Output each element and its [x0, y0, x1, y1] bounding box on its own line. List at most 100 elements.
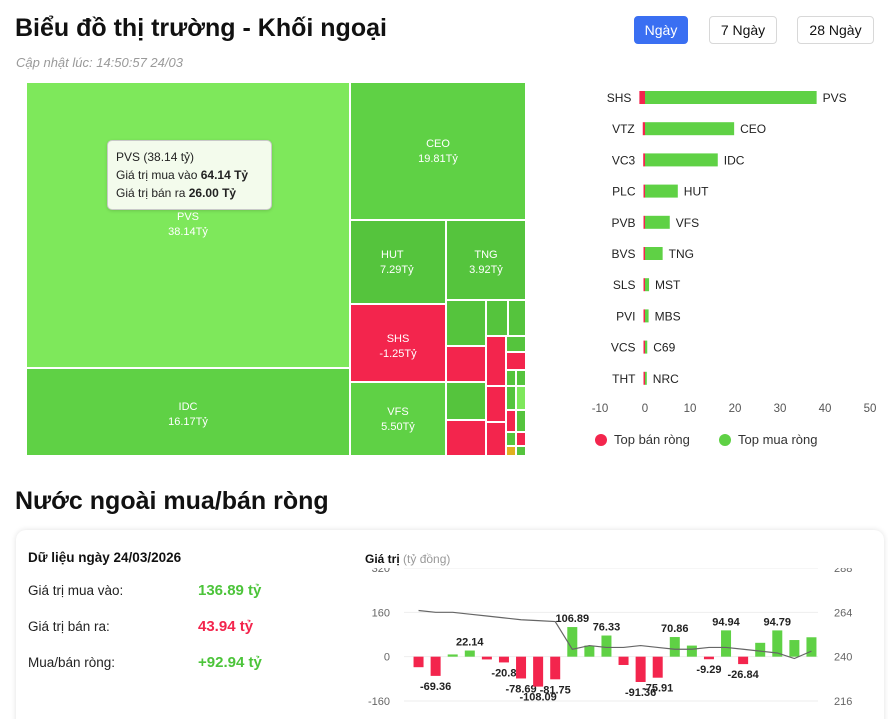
tab-28-days[interactable]: 28 Ngày — [797, 16, 874, 44]
tile-small[interactable] — [506, 386, 516, 410]
tile-idc[interactable]: IDC 16.17Tỷ — [26, 368, 350, 456]
tile-small[interactable] — [506, 432, 516, 446]
tile-hut-value: 7.29Tỷ — [380, 264, 414, 276]
sell-code-label: SHS — [607, 91, 632, 105]
sell-code-label: VC3 — [612, 153, 636, 167]
net-bar — [686, 645, 697, 657]
tile-shs[interactable]: SHS -1.25Tỷ — [350, 304, 446, 382]
tile-pvs[interactable]: PVS 38.14Tỷ — [26, 82, 350, 368]
y-tick-left: 320 — [372, 568, 390, 575]
x-tick-label: -10 — [592, 403, 609, 415]
tile-small[interactable] — [446, 382, 486, 420]
tile-small[interactable] — [516, 432, 526, 446]
net-bar — [806, 637, 817, 657]
y-tick-right: 240 — [834, 652, 852, 664]
tooltip-buy-row: Giá trị mua vào 64.14 Tỷ — [116, 166, 263, 184]
chart-label: Giá trị — [365, 552, 400, 566]
buy-code-label: HUT — [684, 185, 709, 199]
sell-bar — [643, 278, 645, 292]
index-line — [418, 609, 812, 660]
buy-code-label: IDC — [724, 153, 745, 167]
sell-code-label: VCS — [611, 341, 636, 355]
buy-code-label: CEO — [740, 122, 766, 136]
y-tick-right: 264 — [834, 607, 852, 619]
tile-small[interactable] — [446, 346, 486, 382]
sell-bar — [642, 122, 645, 136]
net-bar — [498, 656, 509, 663]
sell-code-label: SLS — [613, 278, 636, 292]
bar-value-label: 94.94 — [712, 616, 740, 628]
section-title: Nước ngoài mua/bán ròng — [15, 487, 329, 515]
tooltip-sell-value: 26.00 Tỷ — [188, 186, 237, 200]
sell-bar — [643, 247, 645, 260]
legend-sell[interactable]: Top bán ròng — [595, 432, 690, 447]
x-tick-label: 20 — [729, 403, 742, 415]
tile-small[interactable] — [508, 300, 526, 336]
net-flow-chart: 320 160 0 -160 288 264 240 216 -69.36 22.14 -20.8 -… — [368, 568, 852, 708]
sell-label: Giá trị bán ra: — [28, 619, 110, 634]
tile-small[interactable] — [516, 370, 526, 386]
sell-bar — [643, 340, 645, 354]
tile-pvs-code: PVS — [176, 211, 199, 223]
tile-small[interactable] — [446, 300, 486, 346]
tile-small[interactable] — [506, 410, 516, 432]
tile-small[interactable] — [486, 422, 506, 456]
net-bar — [481, 656, 492, 660]
sell-code-label: PVI — [616, 309, 635, 323]
tile-small[interactable] — [516, 410, 526, 432]
net-bar — [703, 656, 714, 660]
buy-bar — [645, 309, 649, 323]
net-bar — [601, 635, 612, 657]
bar-value-label: 94.79 — [764, 616, 792, 628]
net-bar — [738, 656, 749, 665]
buy-code-label: MST — [655, 278, 681, 292]
tile-ceo[interactable]: CEO 19.81Tỷ — [350, 82, 526, 220]
tile-hut-code: HUT — [381, 249, 404, 261]
net-bar — [464, 650, 475, 657]
bar-value-label: -9.29 — [696, 664, 721, 676]
page-title: Biểu đồ thị trường - Khối ngoại — [15, 14, 387, 42]
tile-small[interactable] — [486, 336, 506, 386]
net-bar — [533, 656, 544, 687]
net-label: Mua/bán ròng: — [28, 655, 116, 670]
net-card: Dữ liệu ngày 24/03/2026 Giá trị mua vào:… — [16, 530, 884, 719]
tile-ceo-value: 19.81Tỷ — [418, 153, 458, 165]
tile-small[interactable] — [506, 352, 526, 370]
tooltip-buy-label: Giá trị mua vào — [116, 168, 198, 182]
tile-small[interactable] — [516, 386, 526, 410]
tile-shs-value: -1.25Tỷ — [379, 348, 417, 360]
bar-value-label: 70.86 — [661, 623, 689, 635]
buy-bar — [645, 184, 678, 198]
tile-small[interactable] — [486, 386, 506, 422]
tile-ceo-code: CEO — [426, 138, 450, 150]
tile-small[interactable] — [506, 446, 516, 456]
legend-buy[interactable]: Top mua ròng — [719, 432, 818, 447]
buy-bar — [645, 153, 718, 167]
sell-value: 43.94 tỷ — [198, 618, 254, 635]
tile-vfs[interactable]: VFS 5.50Tỷ — [350, 382, 446, 456]
net-bar — [567, 627, 578, 657]
buy-code-label: NRC — [653, 372, 679, 386]
chart-unit: (tỷ đồng) — [403, 552, 451, 566]
buy-code-label: MBS — [655, 309, 681, 323]
legend-sell-label: Top bán ròng — [614, 432, 690, 447]
tile-small[interactable] — [446, 420, 486, 456]
sell-code-label: PLC — [612, 185, 636, 199]
tile-small[interactable] — [506, 370, 516, 386]
buy-value: 136.89 tỷ — [198, 582, 262, 599]
tile-tng[interactable]: TNG 3.92Tỷ — [446, 220, 526, 300]
x-tick-label: 30 — [774, 403, 787, 415]
chart-axis-title: Giá trị (tỷ đồng) — [365, 552, 450, 566]
x-tick-label: 50 — [864, 403, 877, 415]
tab-7-days[interactable]: 7 Ngày — [709, 16, 777, 44]
tile-small[interactable] — [506, 336, 526, 352]
treemap: PVS 38.14Tỷ CEO 19.81Tỷ IDC 16.17Tỷ HUT … — [26, 82, 526, 456]
net-bar — [584, 645, 595, 657]
buy-code-label: PVS — [823, 91, 847, 105]
net-bar — [413, 656, 424, 668]
tile-hut[interactable]: HUT 7.29Tỷ — [350, 220, 446, 304]
tile-vfs-value: 5.50Tỷ — [381, 421, 415, 433]
tile-small[interactable] — [516, 446, 526, 456]
tab-day[interactable]: Ngày — [634, 16, 688, 44]
tile-small[interactable] — [486, 300, 508, 336]
